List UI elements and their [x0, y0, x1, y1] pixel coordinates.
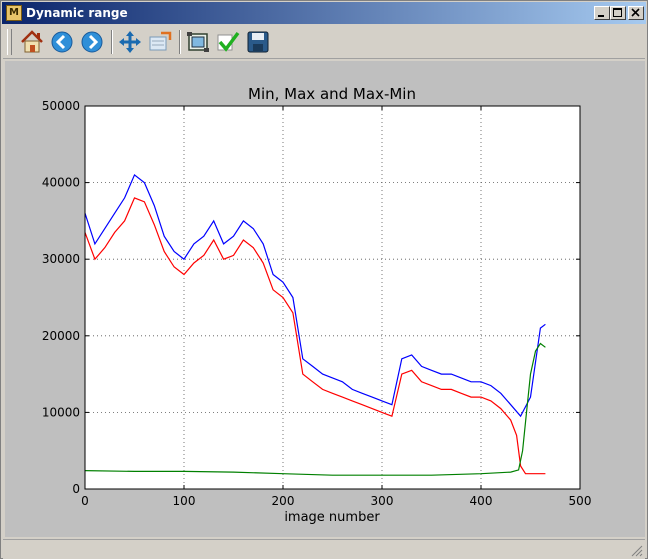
x-tick-label: 100 — [173, 494, 196, 508]
pan-icon — [119, 31, 141, 53]
save-icon — [247, 31, 269, 53]
subplots-button[interactable] — [185, 29, 211, 55]
figure-canvas[interactable]: 0 100 200 300 400 500 0 10000 20000 30000 40000 500… — [5, 61, 645, 537]
y-tick-label: 30000 — [42, 252, 80, 266]
check-button[interactable] — [215, 29, 241, 55]
back-icon — [51, 31, 73, 53]
series-line-0 — [84, 173, 546, 418]
x-tick-label: 400 — [470, 494, 493, 508]
series-line-2 — [84, 342, 546, 476]
y-tick-label: 50000 — [42, 99, 80, 113]
y-tick-label: 10000 — [42, 405, 80, 419]
check-icon — [217, 31, 240, 52]
plot-area — [85, 106, 580, 489]
home-button[interactable] — [19, 29, 45, 55]
x-axis-label: image number — [284, 510, 380, 525]
app-icon: M — [6, 5, 22, 21]
toolbar-separator — [179, 30, 181, 54]
toolbar-separator — [111, 30, 113, 54]
maximize-icon — [613, 8, 622, 17]
subplots-icon — [187, 32, 209, 52]
x-tick-label: 0 — [81, 494, 89, 508]
plot-frame — [84, 105, 581, 490]
chart-title: Min, Max and Max-Min — [248, 85, 416, 103]
maximize-button[interactable] — [610, 6, 626, 20]
y-tick-label: 0 — [72, 482, 80, 496]
back-button[interactable] — [49, 29, 75, 55]
pan-button[interactable] — [117, 29, 143, 55]
zoom-button[interactable] — [147, 29, 173, 55]
minimize-icon — [598, 15, 604, 17]
x-tick-label: 200 — [272, 494, 295, 508]
y-tick-label: 40000 — [42, 176, 80, 190]
status-bar — [3, 539, 645, 559]
title-bar[interactable]: M Dynamic range — [2, 2, 646, 24]
chart: 0 100 200 300 400 500 0 10000 20000 30000 40000 500… — [42, 85, 592, 525]
close-button[interactable] — [628, 6, 644, 20]
forward-button[interactable] — [79, 29, 105, 55]
toolbar-grip[interactable] — [7, 29, 12, 55]
y-tick-label: 20000 — [42, 329, 80, 343]
window-title: Dynamic range — [26, 6, 128, 20]
series-line-1 — [84, 197, 546, 475]
minimize-button[interactable] — [594, 6, 610, 20]
zoom-icon — [149, 31, 172, 51]
home-icon — [21, 30, 43, 53]
resize-grip-icon[interactable] — [631, 545, 643, 557]
toolbar — [3, 26, 645, 59]
x-tick-label: 300 — [371, 494, 394, 508]
save-button[interactable] — [245, 29, 271, 55]
forward-icon — [81, 31, 103, 53]
close-icon — [631, 8, 640, 17]
x-tick-label: 500 — [569, 494, 592, 508]
